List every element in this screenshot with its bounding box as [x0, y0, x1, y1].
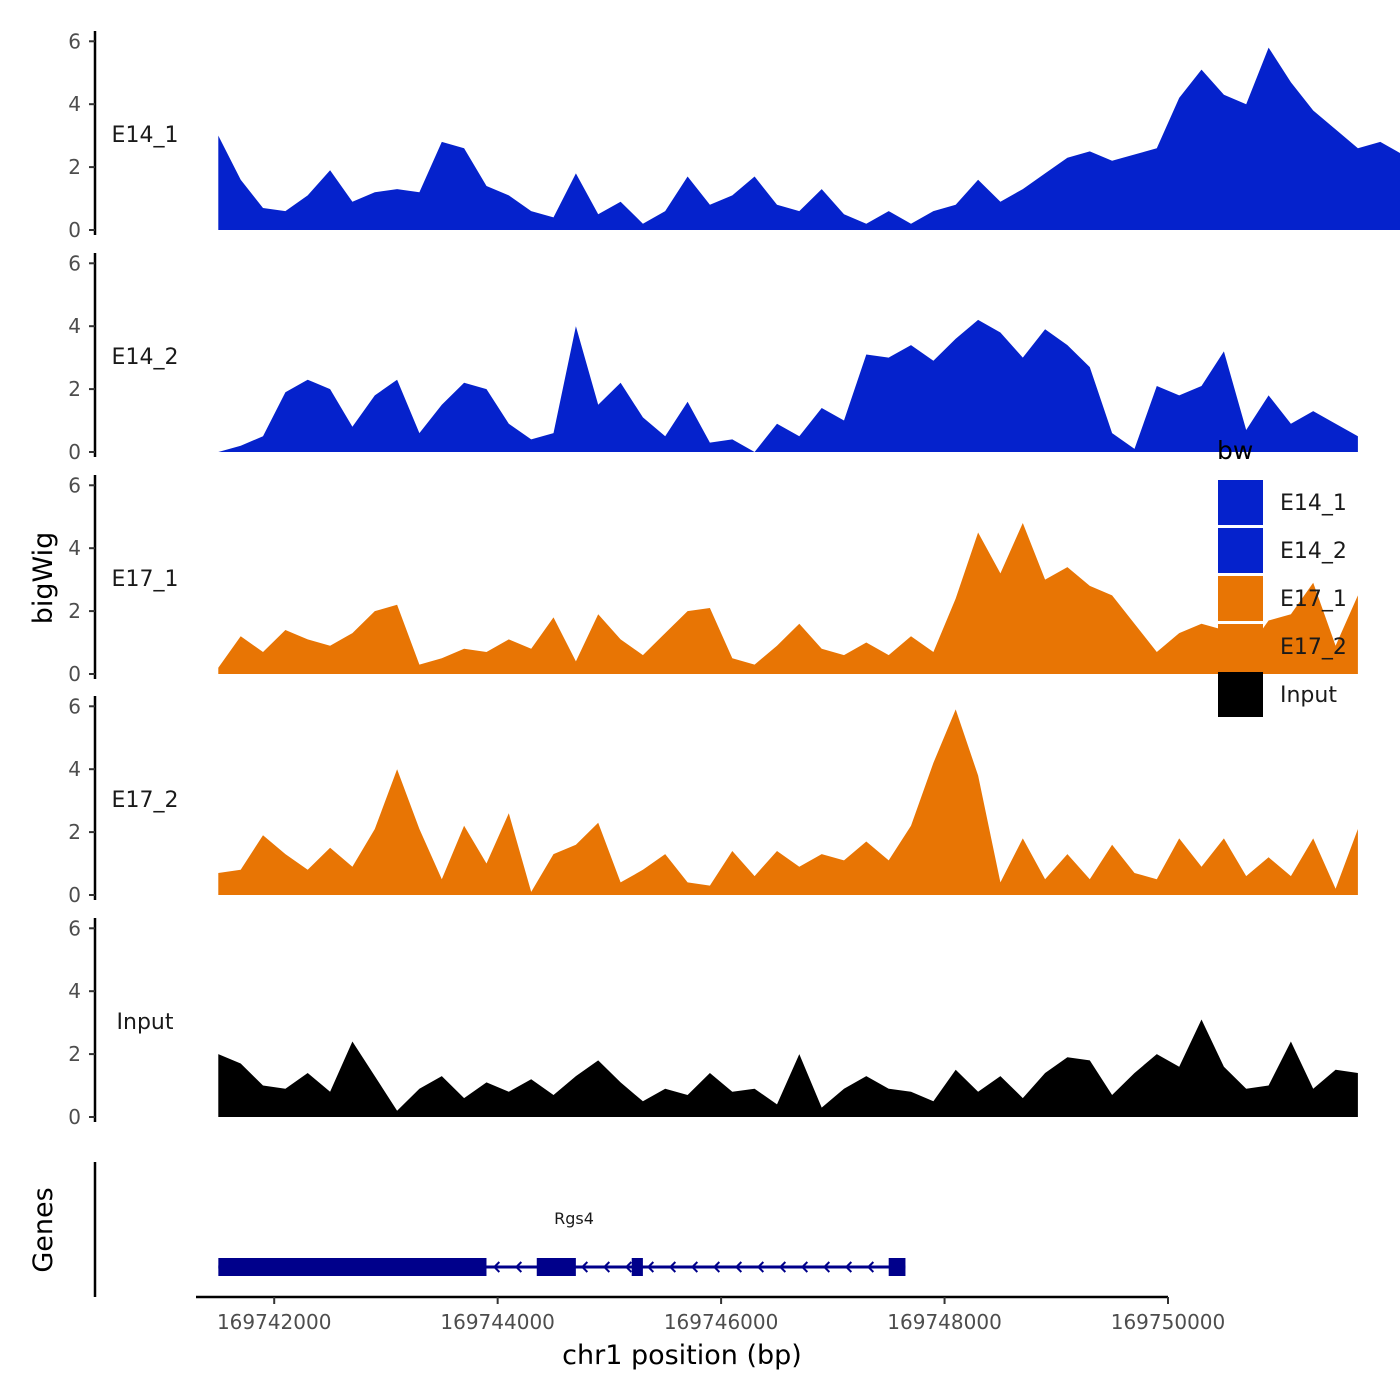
track-label: E17_2 [112, 788, 179, 813]
strand-arrow [646, 1261, 655, 1273]
track-e17-2: 0 2 4 6 E17_2 [68, 694, 1358, 907]
track-e14-1: 0 2 4 6 E14_1 [68, 29, 1400, 242]
strand-arrow [602, 1261, 611, 1273]
x-tick-label: 169748000 [887, 1310, 1002, 1334]
legend-label: Input [1280, 683, 1337, 708]
y-tick-label: 6 [68, 29, 81, 53]
legend-swatch [1218, 624, 1263, 669]
strand-arrow [734, 1261, 743, 1273]
y-tick-label: 4 [68, 757, 81, 781]
y-tick-label: 4 [68, 979, 81, 1003]
strand-arrow [580, 1261, 589, 1273]
track-label: E14_2 [112, 345, 179, 370]
track-label: E17_1 [112, 567, 179, 592]
genes-track: Rgs4 [93, 1162, 906, 1297]
signal-tracks: 0 2 4 6 E14_1 0 2 4 6 E14_2 0 2 4 6 E17_1 0 2 4 6 E17_2 0 2 4 6… [68, 29, 1400, 1129]
genes-track-title: Genes [28, 1187, 59, 1272]
legend-label: E17_2 [1280, 635, 1347, 660]
legend-label: E17_1 [1280, 587, 1347, 612]
legend-swatch [1218, 576, 1263, 621]
y-tick-label: 4 [68, 536, 81, 560]
exon-block [218, 1258, 487, 1276]
track-e17-1: 0 2 4 6 E17_1 [68, 473, 1358, 686]
y-axis-title: bigWig [28, 532, 59, 625]
strand-arrow [668, 1261, 677, 1273]
y-tick-label: 6 [68, 694, 81, 718]
strand-arrow [690, 1261, 699, 1273]
x-tick-label: 169742000 [217, 1310, 332, 1334]
strand-arrow [778, 1261, 787, 1273]
track-label: E14_1 [112, 123, 179, 148]
x-tick-label: 169750000 [1111, 1310, 1226, 1334]
exon-block [888, 1258, 906, 1276]
exon-block [631, 1258, 643, 1276]
strand-arrow [756, 1261, 765, 1273]
track-label: Input [117, 1010, 174, 1035]
y-tick-label: 2 [68, 820, 81, 844]
y-tick-label: 0 [68, 883, 81, 907]
legend-swatch [1218, 528, 1263, 573]
strand-arrow [492, 1261, 501, 1273]
y-tick-label: 2 [68, 1042, 81, 1066]
strand-arrow [514, 1261, 523, 1273]
legend: bw E14_1 E14_2 E17_1 E17_2 Input [1217, 436, 1347, 717]
x-axis: 169742000 169744000 169746000 169748000 1697… [196, 1295, 1226, 1334]
y-tick-label: 4 [68, 92, 81, 116]
legend-title: bw [1217, 436, 1253, 465]
strand-arrow [844, 1261, 853, 1273]
signal-area [218, 1019, 1358, 1117]
y-tick-label: 6 [68, 916, 81, 940]
strand-arrow [866, 1261, 875, 1273]
y-tick-label: 6 [68, 473, 81, 497]
track-input: 0 2 4 6 Input [68, 916, 1358, 1129]
signal-area [218, 319, 1358, 452]
legend-swatch [1218, 672, 1263, 717]
exon-block [536, 1258, 576, 1276]
y-tick-label: 0 [68, 1105, 81, 1129]
signal-area [218, 709, 1358, 895]
legend-label: E14_2 [1280, 539, 1347, 564]
signal-area [218, 47, 1400, 230]
gene-label: Rgs4 [554, 1209, 594, 1228]
y-tick-label: 0 [68, 440, 81, 464]
legend-label: E14_1 [1280, 491, 1347, 516]
strand-arrow [624, 1261, 633, 1273]
signal-area [218, 523, 1358, 674]
strand-arrow [800, 1261, 809, 1273]
strand-arrow [712, 1261, 721, 1273]
y-tick-label: 6 [68, 251, 81, 275]
y-tick-label: 0 [68, 662, 81, 686]
y-tick-label: 2 [68, 599, 81, 623]
y-tick-label: 4 [68, 314, 81, 338]
legend-swatch [1218, 480, 1263, 525]
y-tick-label: 2 [68, 155, 81, 179]
x-tick-label: 169744000 [440, 1310, 555, 1334]
x-tick-label: 169746000 [664, 1310, 779, 1334]
y-tick-label: 2 [68, 377, 81, 401]
strand-arrow [822, 1261, 831, 1273]
track-e14-2: 0 2 4 6 E14_2 [68, 251, 1358, 464]
x-axis-title: chr1 position (bp) [562, 1340, 802, 1371]
y-tick-label: 0 [68, 218, 81, 242]
